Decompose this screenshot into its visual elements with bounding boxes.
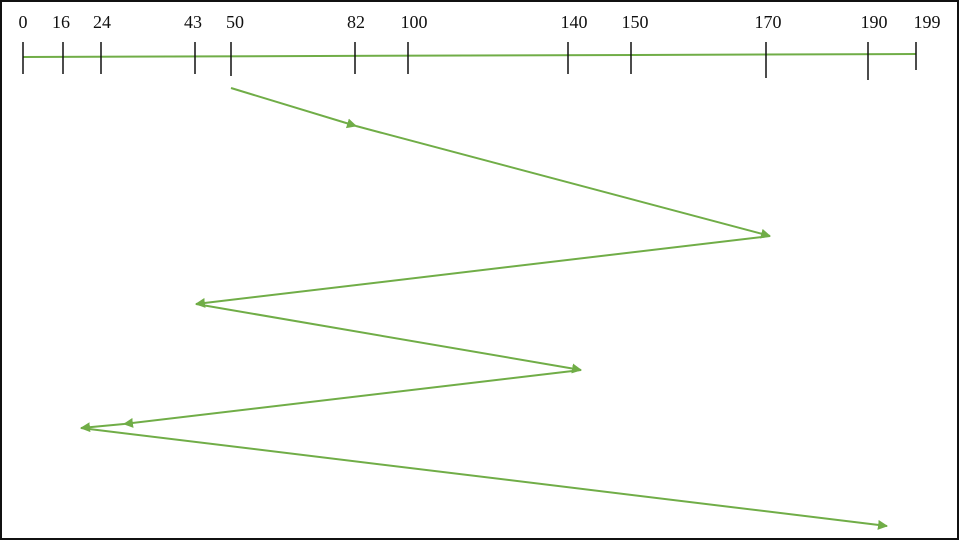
tick-label-100: 100 [401, 12, 428, 32]
tick-label-140: 140 [561, 12, 588, 32]
seek-segment-82-to-170 [355, 125, 771, 239]
seek-segment-43-to-140 [195, 303, 582, 374]
tick-label-0: 0 [19, 12, 28, 32]
seek-segment-50-to-82 [230, 87, 357, 129]
seek-segment-16-to-190 [80, 427, 888, 530]
track-axis-line [22, 53, 917, 58]
tick-label-199: 199 [914, 12, 941, 32]
tick-label-16: 16 [52, 12, 70, 32]
tick-label-170: 170 [755, 12, 782, 32]
seek-segment-140-to-24 [123, 369, 582, 428]
tick-label-24: 24 [93, 12, 111, 32]
tick-label-43: 43 [184, 12, 202, 32]
seek-segment-170-to-43 [195, 235, 771, 308]
seek-segment-24-to-16 [80, 422, 125, 433]
tick-label-150: 150 [622, 12, 649, 32]
tick-label-190: 190 [861, 12, 888, 32]
tick-label-50: 50 [226, 12, 244, 32]
tick-label-82: 82 [347, 12, 365, 32]
